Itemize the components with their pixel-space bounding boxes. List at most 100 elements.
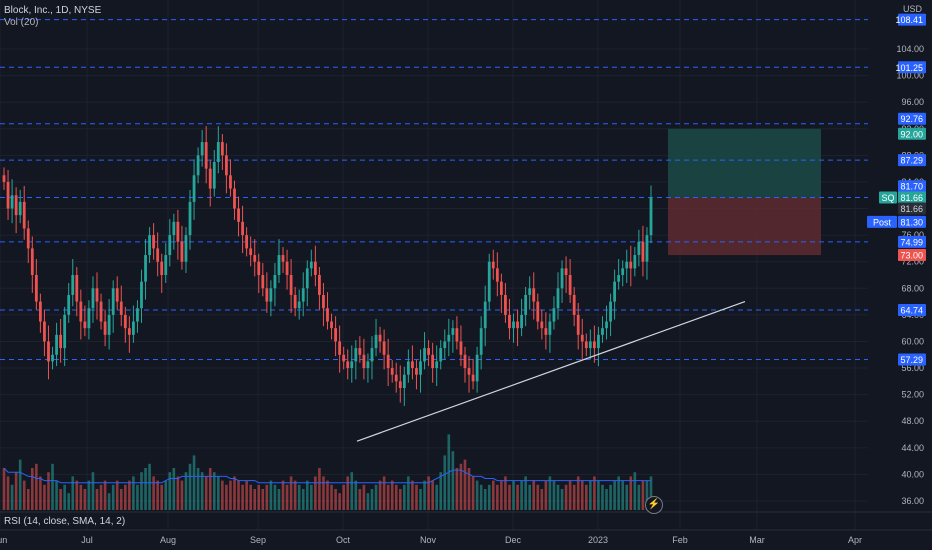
volume-bar xyxy=(572,484,576,510)
volume-bar xyxy=(301,489,305,510)
candle-body xyxy=(119,301,123,315)
candle-body xyxy=(374,334,378,349)
y-tick-label: 72.00 xyxy=(901,257,924,267)
candle-body xyxy=(43,321,46,342)
volume-bar xyxy=(467,468,471,510)
y-tick-label: 96.00 xyxy=(901,97,924,107)
candle-body xyxy=(71,275,75,295)
candle-body xyxy=(516,321,519,329)
volume-bar xyxy=(491,480,495,510)
candle-body xyxy=(164,255,168,275)
volume-bar xyxy=(338,493,341,510)
volume-bar xyxy=(431,480,434,510)
volume-bar xyxy=(310,484,313,510)
volume-bar xyxy=(520,480,523,510)
candle-body xyxy=(14,195,18,216)
volume-bar xyxy=(83,489,87,510)
candle-body xyxy=(415,368,418,375)
candle-body xyxy=(237,208,240,222)
candle-body xyxy=(588,341,592,349)
y-tick-label: 44.00 xyxy=(901,443,924,453)
price-label: 81.66 xyxy=(900,193,923,203)
candle-body xyxy=(358,348,362,355)
currency-label[interactable]: USD xyxy=(903,4,923,14)
candle-body xyxy=(649,197,653,236)
candle-body xyxy=(560,268,564,289)
volume-bar xyxy=(51,463,54,510)
price-label-box xyxy=(898,215,926,228)
price-label: 81.66 xyxy=(900,204,923,214)
price-label-box xyxy=(898,180,926,193)
candle-body xyxy=(136,308,139,322)
y-tick-label: 60.00 xyxy=(901,336,924,346)
y-tick-label: 104.00 xyxy=(896,44,924,54)
volume-bar xyxy=(374,484,378,510)
volume-bar xyxy=(188,463,192,510)
candle-body xyxy=(475,354,479,382)
candle-body xyxy=(225,155,228,176)
volume-bar xyxy=(111,484,115,510)
candle-body xyxy=(556,288,560,309)
volume-bar xyxy=(233,476,236,510)
candle-body xyxy=(455,328,459,342)
candle-body xyxy=(257,261,261,275)
price-label-box xyxy=(898,154,926,167)
candle-body xyxy=(427,348,430,355)
symbol-legend[interactable]: Block, Inc., 1D, NYSE xyxy=(4,5,102,16)
candle-body xyxy=(38,301,42,322)
candle-body xyxy=(10,195,14,209)
volume-bar xyxy=(342,484,345,510)
volume-bar xyxy=(451,451,455,510)
candle-body xyxy=(22,201,26,229)
volume-bar xyxy=(237,480,240,510)
y-tick-label: 68.00 xyxy=(901,283,924,293)
volume-bar xyxy=(548,476,552,510)
price-label: 101.25 xyxy=(895,63,923,73)
volume-bar xyxy=(221,480,224,510)
candle-body xyxy=(334,328,337,342)
volume-bar xyxy=(403,484,406,510)
x-tick-label: Oct xyxy=(336,535,351,545)
candle-body xyxy=(107,314,111,335)
volume-bar xyxy=(459,463,463,510)
candle-body xyxy=(30,248,34,275)
volume-legend[interactable]: Vol (20) xyxy=(4,17,39,28)
candle-body xyxy=(156,248,160,262)
volume-bar xyxy=(560,489,564,510)
candle-body xyxy=(370,348,374,362)
candle-body xyxy=(111,288,115,315)
candle-body xyxy=(435,361,439,369)
candle-body xyxy=(216,142,220,162)
candle-body xyxy=(168,235,172,256)
price-label: 73.00 xyxy=(900,251,923,261)
candle-body xyxy=(176,221,180,242)
volume-bar xyxy=(508,484,511,510)
candle-body xyxy=(536,301,540,322)
volume-bar xyxy=(2,468,6,510)
price-tag: Post xyxy=(873,217,892,227)
volume-bar xyxy=(609,484,612,510)
candle-body xyxy=(249,248,253,256)
volume-bar xyxy=(314,476,317,510)
volume-bar xyxy=(128,480,131,510)
rsi-legend[interactable]: RSI (14, close, SMA, 14, 2) xyxy=(4,516,126,527)
volume-bar xyxy=(285,484,289,510)
volume-bar xyxy=(148,463,151,510)
volume-bar xyxy=(204,476,208,510)
candle-body xyxy=(580,334,584,342)
candle-body xyxy=(471,374,475,382)
price-label-box xyxy=(898,235,926,248)
replay-icon[interactable]: ⚡ xyxy=(645,496,663,514)
candle-body xyxy=(398,381,402,388)
volume-bar xyxy=(184,472,188,510)
volume-bar xyxy=(407,476,410,510)
volume-bar xyxy=(249,484,252,510)
y-tick-label: 48.00 xyxy=(901,416,924,426)
volume-bar xyxy=(261,489,265,510)
volume-bar xyxy=(217,476,220,510)
volume-bar xyxy=(593,476,596,510)
x-tick-label: Jun xyxy=(0,535,7,545)
volume-bar xyxy=(180,480,184,510)
volume-bar xyxy=(326,480,329,510)
